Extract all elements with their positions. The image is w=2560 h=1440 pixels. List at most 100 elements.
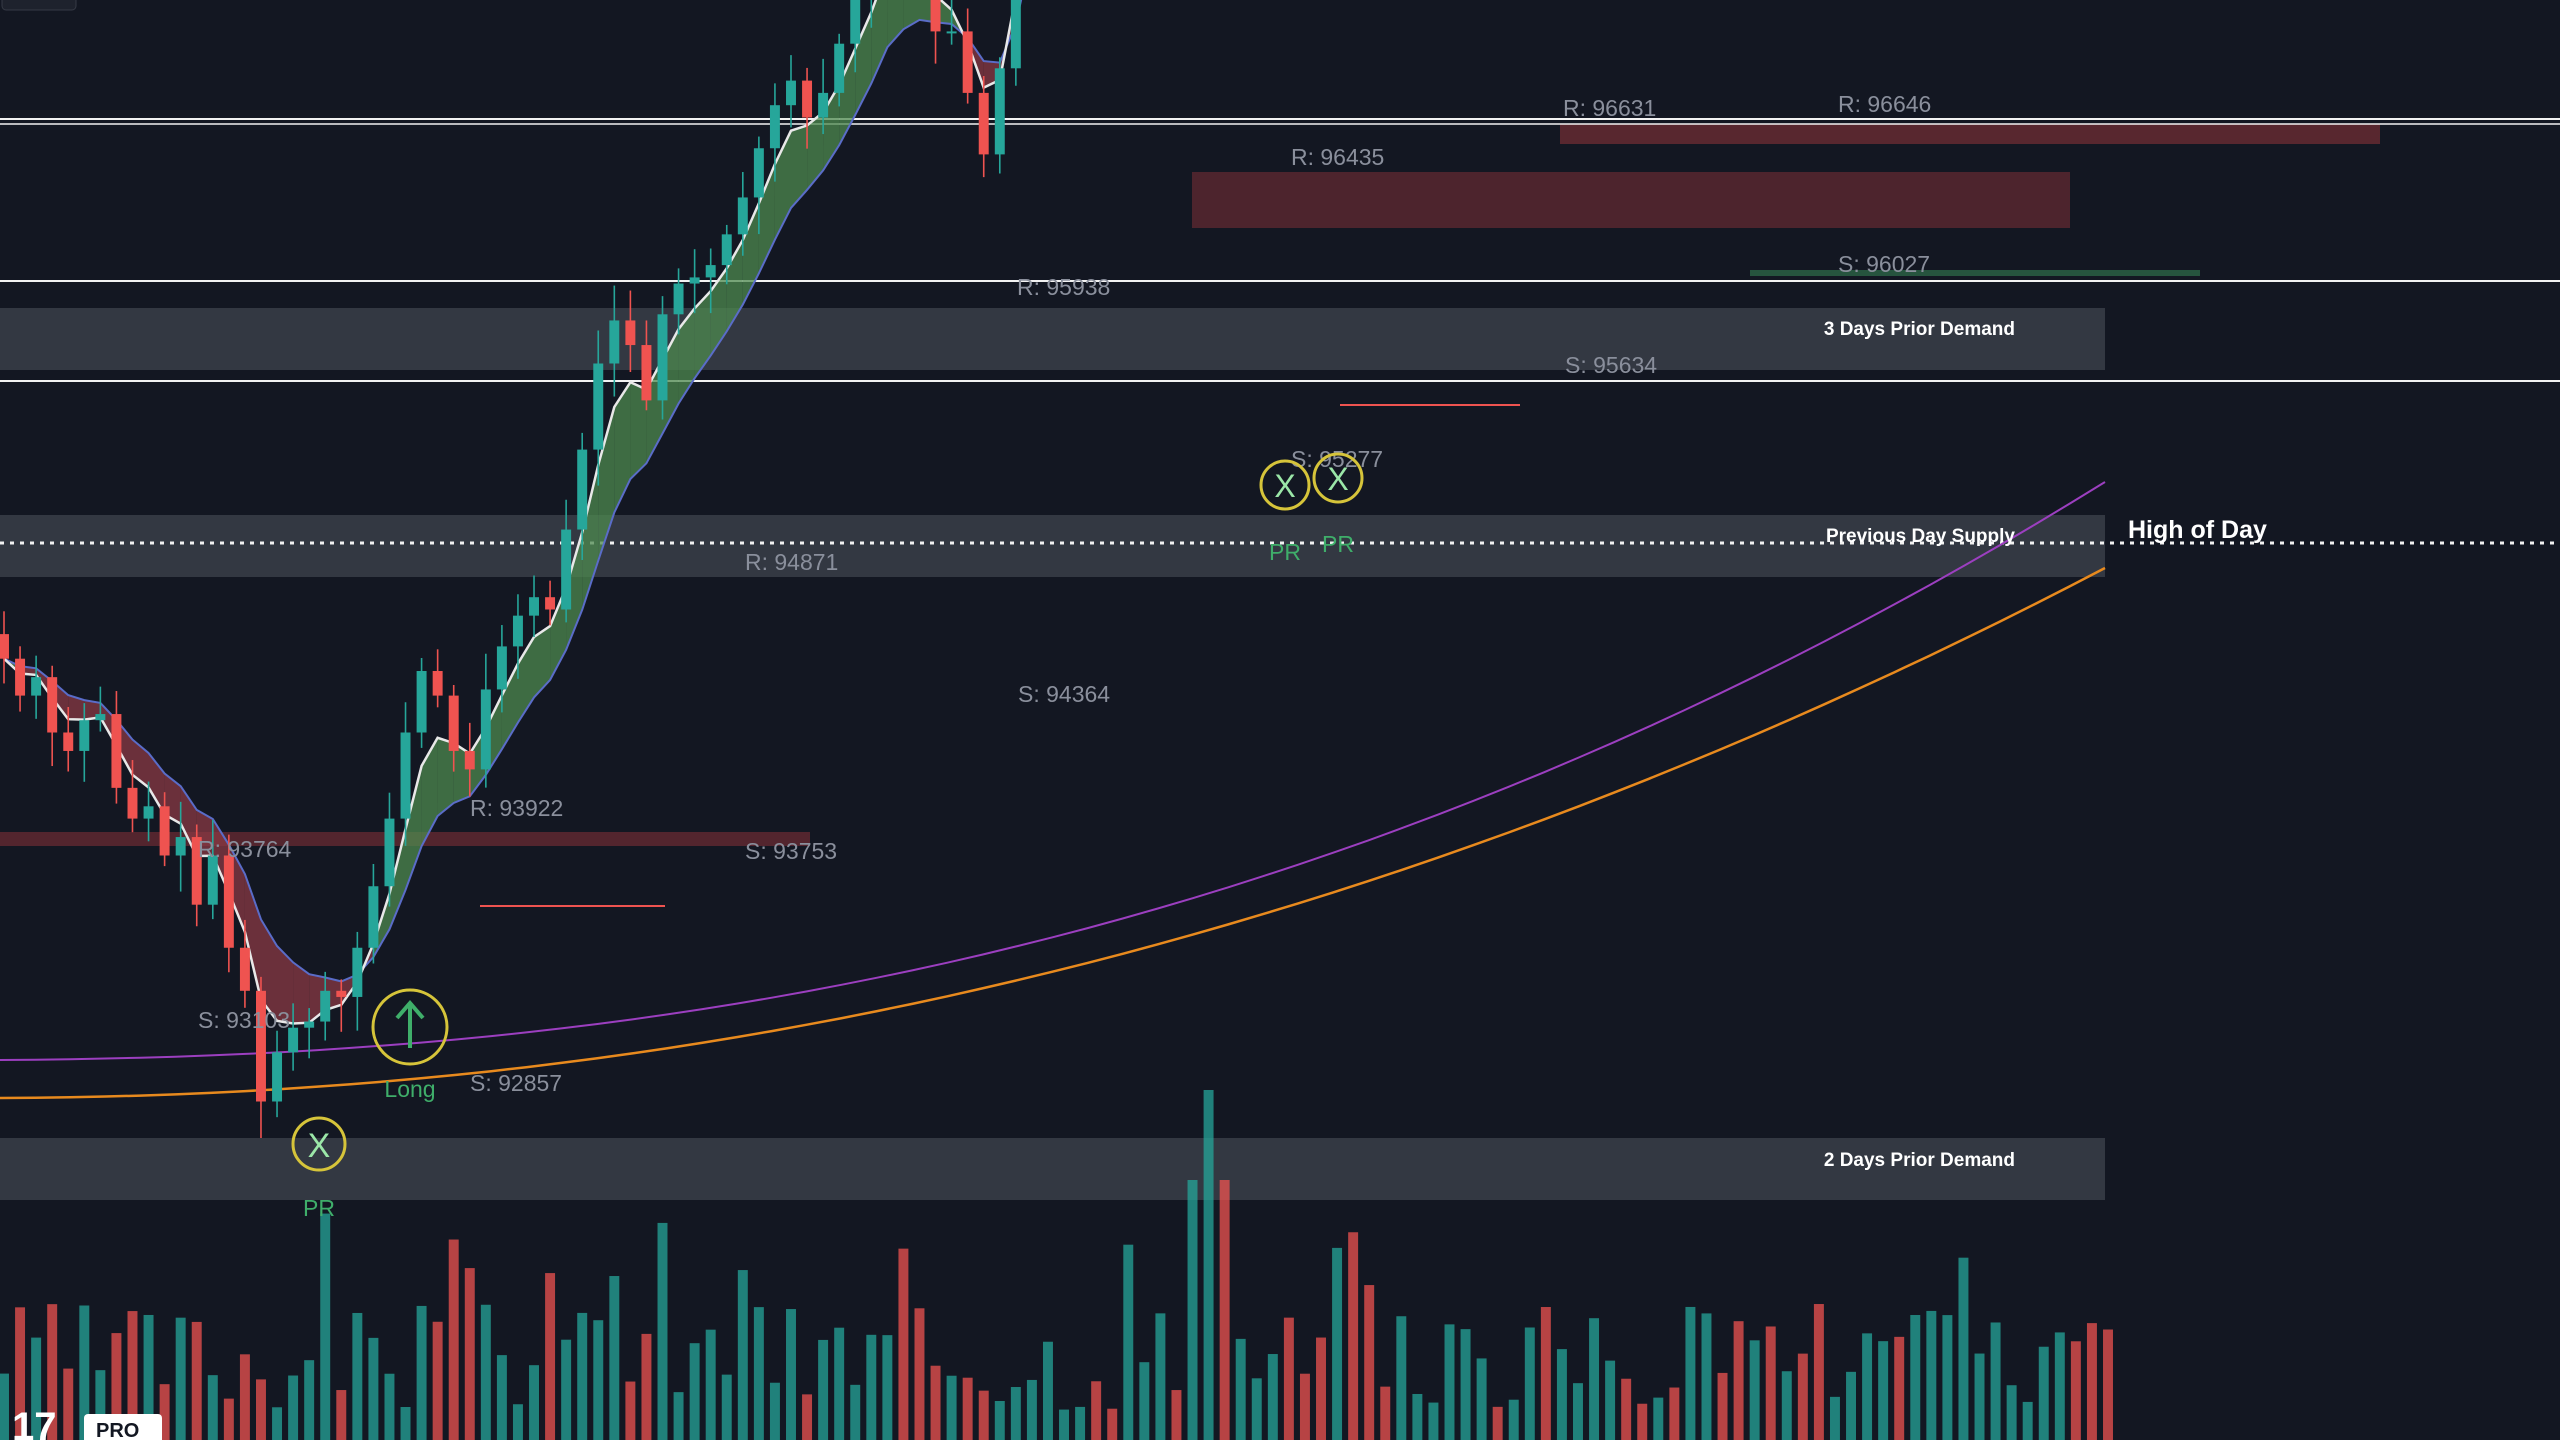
candle-body bbox=[304, 1021, 315, 1028]
volume-bar bbox=[1316, 1337, 1326, 1440]
support-label: S: 93753 bbox=[745, 838, 837, 864]
pr-marker-label: PR bbox=[1322, 531, 1354, 557]
candle-body bbox=[545, 597, 556, 610]
candle-body bbox=[288, 1027, 299, 1053]
volume-bar bbox=[1958, 1257, 1969, 1440]
moving-average-orange bbox=[0, 566, 2106, 1100]
candles-group bbox=[0, 0, 1021, 1139]
volume-bar bbox=[223, 1398, 234, 1440]
tradingview-logo: 17 PRO bbox=[12, 1405, 162, 1440]
volume-bar bbox=[882, 1335, 893, 1440]
support-zone-96027 bbox=[1750, 270, 2200, 276]
volume-bar bbox=[529, 1365, 539, 1440]
volume-bar bbox=[496, 1355, 507, 1440]
pr-marker-circle bbox=[1259, 459, 1311, 511]
volume-bar bbox=[1299, 1373, 1310, 1440]
candle-body bbox=[818, 92, 829, 118]
volume-bar bbox=[1733, 1321, 1744, 1440]
resistance-label: R: 94871 bbox=[745, 549, 838, 575]
volume-bar bbox=[593, 1320, 604, 1440]
volume-bar bbox=[1476, 1358, 1487, 1440]
volume-bar bbox=[368, 1337, 379, 1440]
candle-body bbox=[1010, 0, 1021, 69]
volume-bar bbox=[721, 1374, 732, 1440]
ema-cloud-segment bbox=[678, 308, 695, 404]
candle-body bbox=[127, 787, 138, 819]
volume-bar bbox=[834, 1327, 845, 1440]
candle-body bbox=[0, 634, 9, 659]
pro-badge-bg bbox=[84, 1414, 162, 1440]
volume-bar bbox=[545, 1273, 556, 1440]
candle-body bbox=[721, 234, 732, 266]
volume-bar bbox=[1540, 1307, 1551, 1440]
support-label: S: 92857 bbox=[470, 1070, 562, 1096]
resistance-label: R: 96646 bbox=[1838, 91, 1931, 117]
volume-bar bbox=[1396, 1316, 1407, 1440]
candle-body bbox=[496, 646, 507, 690]
x-icon: X bbox=[308, 1127, 331, 1165]
volume-bar bbox=[207, 1375, 218, 1440]
supply-zone-96435 bbox=[1192, 172, 2070, 228]
volume-bar bbox=[191, 1321, 202, 1440]
candle-body bbox=[802, 80, 813, 118]
volume-bar bbox=[1910, 1315, 1921, 1440]
volume-bar bbox=[1091, 1381, 1102, 1440]
volume-bar bbox=[1059, 1409, 1070, 1440]
volume-bar bbox=[1765, 1326, 1776, 1440]
volume-bar bbox=[1042, 1341, 1053, 1440]
candle-body bbox=[641, 345, 652, 401]
tv-logo-icon: 17 bbox=[12, 1405, 57, 1440]
high-of-day-label: High of Day bbox=[2128, 516, 2267, 544]
volume-bar bbox=[1508, 1399, 1519, 1440]
ema-cloud-segment bbox=[277, 946, 294, 1024]
volume-bar bbox=[577, 1312, 588, 1440]
volume-bar bbox=[31, 1337, 42, 1440]
candle-body bbox=[480, 689, 491, 770]
volume-bar bbox=[1026, 1379, 1037, 1440]
candle-body bbox=[673, 283, 684, 315]
candle-body bbox=[207, 855, 218, 905]
volume-bar bbox=[0, 1373, 9, 1440]
toolbar-button[interactable] bbox=[1, 0, 77, 11]
volume-bar bbox=[1139, 1362, 1150, 1440]
candle-body bbox=[962, 31, 973, 93]
volume-bar bbox=[480, 1304, 491, 1440]
candle-body bbox=[464, 750, 475, 770]
candle-body bbox=[512, 615, 523, 647]
volume-bar bbox=[464, 1268, 475, 1440]
ema-cloud-segment bbox=[437, 737, 454, 816]
volume-bar bbox=[769, 1382, 780, 1440]
volume-bars-group bbox=[0, 1090, 2113, 1440]
volume-bar bbox=[786, 1309, 796, 1440]
volume-bar bbox=[255, 1379, 266, 1440]
volume-bar bbox=[15, 1307, 26, 1440]
volume-bar bbox=[1075, 1406, 1086, 1440]
candle-body bbox=[95, 714, 106, 721]
ema-cloud-segment bbox=[405, 765, 422, 890]
ema-cloud-segment bbox=[566, 532, 583, 650]
volume-bar bbox=[159, 1384, 170, 1440]
volume-bar bbox=[175, 1317, 186, 1440]
volume-bar bbox=[1123, 1244, 1134, 1440]
volume-bar bbox=[1219, 1180, 1230, 1440]
ema-cloud-segment bbox=[68, 695, 85, 720]
pr-marker-circle bbox=[291, 1116, 347, 1172]
volume-bar bbox=[239, 1354, 250, 1440]
ema-cloud-segment bbox=[791, 125, 808, 208]
support-label: S: 95277 bbox=[1291, 446, 1383, 472]
volume-bar bbox=[1460, 1329, 1471, 1440]
candle-body bbox=[15, 658, 26, 696]
volume-bar bbox=[930, 1365, 941, 1440]
pr-marker-label: PR bbox=[1269, 539, 1301, 565]
volume-bar bbox=[978, 1390, 989, 1440]
volume-bar bbox=[1444, 1324, 1455, 1440]
candle-body bbox=[994, 68, 1005, 155]
volume-bar bbox=[352, 1312, 363, 1440]
ema-cloud-segment bbox=[132, 739, 149, 788]
ema-cloud-segment bbox=[630, 382, 647, 479]
resistance-label: R: 96435 bbox=[1291, 144, 1384, 170]
ema-cloud-segment bbox=[582, 464, 599, 610]
volume-bar bbox=[1589, 1318, 1600, 1440]
volume-bar bbox=[802, 1394, 813, 1440]
